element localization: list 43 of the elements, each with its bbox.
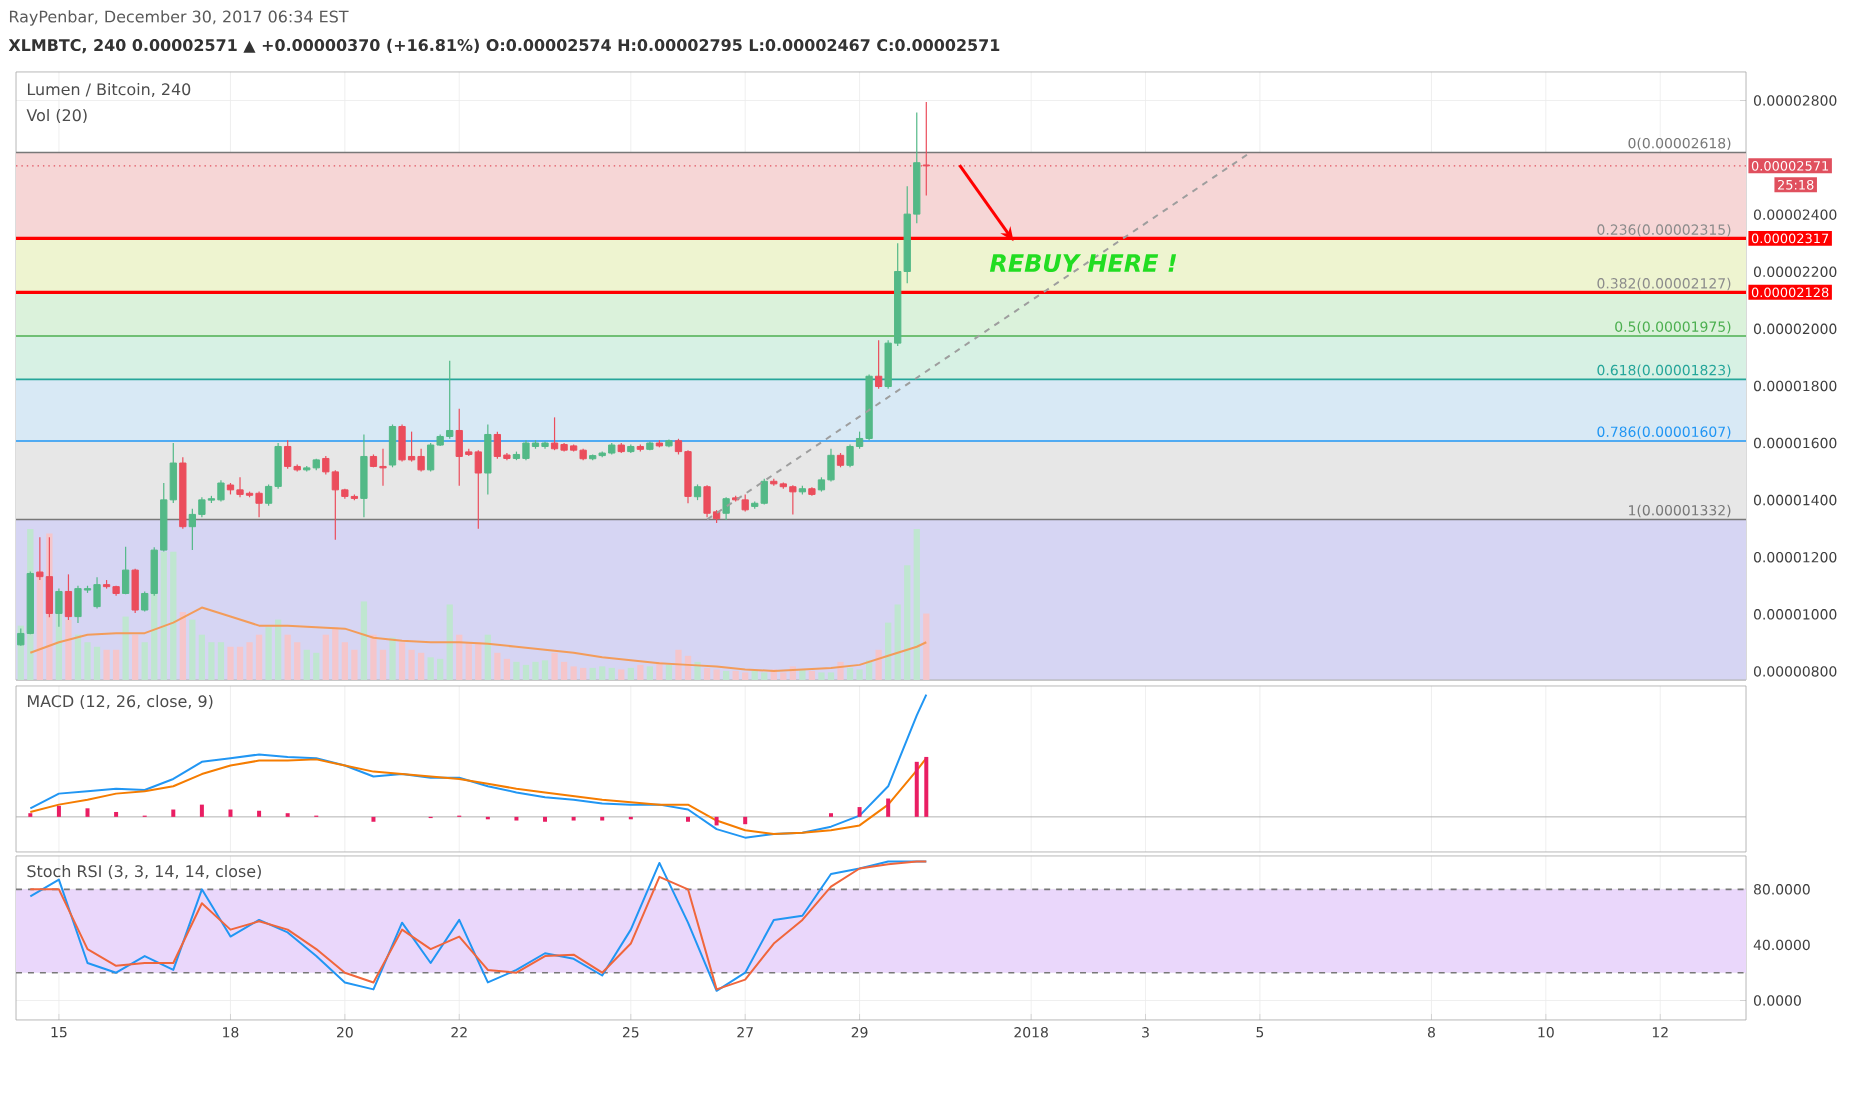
bar: [913, 529, 920, 680]
bar: [456, 634, 463, 680]
bar: [199, 804, 204, 817]
bar: [914, 761, 919, 817]
bar: [85, 808, 90, 817]
bar: [686, 816, 690, 822]
candlestick: [360, 433, 368, 518]
bar: [56, 805, 61, 817]
bar: [665, 664, 673, 680]
bar: [122, 616, 129, 680]
bar: [228, 809, 233, 817]
bar: [371, 816, 376, 822]
bar: [132, 634, 139, 680]
bar: [446, 604, 453, 680]
bar: [618, 669, 625, 680]
bar: [627, 667, 634, 680]
bar: [360, 601, 368, 680]
annotation: REBUY HERE !: [989, 254, 1177, 273]
bar: [543, 816, 548, 822]
bar: [389, 637, 396, 680]
bar: [857, 807, 862, 817]
bar: [722, 670, 730, 680]
bar: [257, 810, 262, 817]
bar: [743, 816, 748, 825]
bar: [179, 612, 186, 680]
bar: [484, 634, 491, 680]
bar: [885, 622, 892, 680]
bar: [875, 649, 882, 680]
candlestick: [874, 339, 883, 390]
bar: [714, 816, 719, 826]
candlestick: [131, 568, 139, 614]
candlestick: [484, 423, 492, 496]
bar: [646, 666, 654, 680]
bar: [923, 613, 930, 680]
candlestick: [121, 546, 130, 595]
bar: [171, 809, 176, 817]
bar: [114, 811, 119, 817]
bar: [808, 670, 816, 680]
bar: [608, 667, 615, 680]
bar: [637, 664, 644, 680]
bar: [924, 756, 929, 817]
bar: [886, 798, 891, 817]
candlestick: [388, 423, 397, 468]
